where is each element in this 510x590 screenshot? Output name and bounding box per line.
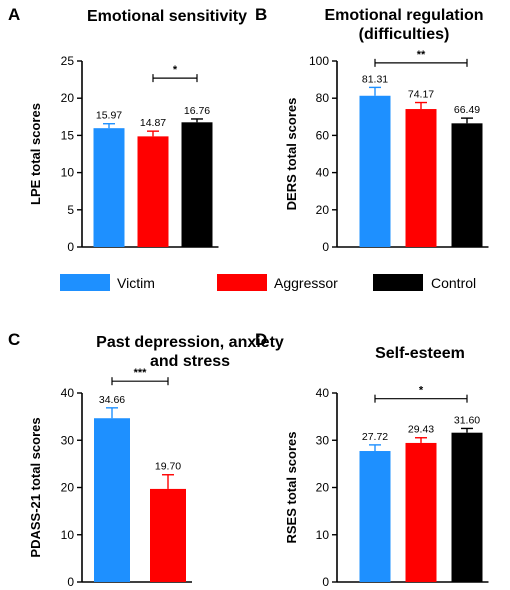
y-axis-label: RSES total scores [284,432,299,544]
panel-letter: D [255,330,267,349]
y-axis-label: LPE total scores [28,103,43,205]
value-label-aggressor: 14.87 [140,117,166,129]
y-tick-label: 10 [61,166,75,180]
legend-item-aggressor: Aggressor [217,274,338,291]
bar-victim [93,128,125,247]
y-tick-label: 40 [316,166,330,180]
panel-letter: B [255,5,267,24]
y-tick-label: 20 [316,481,330,495]
bar-control [181,122,213,247]
legend-label-control: Control [431,275,476,291]
value-label-victim: 27.72 [362,431,388,443]
legend-swatch-aggressor [217,274,267,291]
y-tick-label: 10 [316,528,330,542]
chart-panel-d: D Self-esteem 0 10 20 30 40 RSES total scores 27… [255,330,489,589]
value-label-control: 66.49 [454,104,480,116]
y-axis-label: DERS total scores [284,98,299,211]
y-tick-label: 30 [316,433,330,447]
y-tick-label: 0 [67,240,74,254]
significance-label: ** [417,49,426,61]
chart-title: Past depression, anxiety [96,334,284,351]
y-tick-label: 40 [61,386,75,400]
bar-victim [359,451,391,582]
y-tick-label: 0 [322,575,329,589]
bar-victim [94,418,130,582]
legend-item-control: Control [373,274,476,291]
value-label-victim: 34.66 [99,394,125,406]
y-tick-label: 25 [61,54,75,68]
chart-panel-a: A Emotional sensitivity 0 5 10 15 20 25 LPE tota… [8,5,247,254]
chart-title: and stress [150,353,230,370]
y-tick-label: 0 [322,240,329,254]
bar-control [451,432,483,582]
value-label-aggressor: 74.17 [408,89,434,101]
y-tick-label: 10 [61,528,75,542]
bar-control [451,123,483,247]
chart-panel-c: C Past depression, anxiety and stress 0 10 20… [8,330,284,589]
y-tick-label: 20 [61,481,75,495]
y-tick-label: 30 [61,433,75,447]
y-tick-label: 80 [316,91,330,105]
chart-title: Emotional regulation [324,7,483,24]
chart-title: (difficulties) [359,26,450,43]
bar-aggressor [137,136,169,247]
y-tick-label: 100 [309,54,329,68]
bar-aggressor [405,109,437,248]
value-label-aggressor: 29.43 [408,424,434,436]
significance-label: *** [134,367,148,379]
panel-letter: A [8,5,20,24]
legend-swatch-victim [60,274,110,291]
legend-swatch-control [373,274,423,291]
value-label-aggressor: 19.70 [155,461,181,473]
y-tick-label: 5 [67,203,74,217]
y-tick-label: 15 [61,128,75,142]
significance-label: * [419,385,424,397]
legend: Victim Aggressor Control [60,274,476,291]
panel-letter: C [8,330,20,349]
bar-victim [359,95,391,247]
significance-label: * [173,64,178,76]
value-label-control: 31.60 [454,414,480,426]
chart-panel-b: B Emotional regulation (difficulties) 0 20 40… [255,5,489,254]
y-tick-label: 0 [67,575,74,589]
bar-aggressor [150,488,186,582]
y-tick-label: 20 [61,91,75,105]
panels: A Emotional sensitivity 0 5 10 15 20 25 LPE tota… [8,5,489,589]
y-tick-label: 20 [316,203,330,217]
y-tick-label: 60 [316,128,330,142]
legend-item-victim: Victim [60,274,155,291]
bar-aggressor [405,442,437,582]
chart-title: Self-esteem [375,345,465,362]
y-axis-label: PDASS-21 total scores [28,417,43,557]
legend-label-aggressor: Aggressor [274,275,338,291]
chart-title: Emotional sensitivity [87,8,247,25]
value-label-victim: 81.31 [362,73,388,85]
legend-label-victim: Victim [117,275,155,291]
value-label-victim: 15.97 [96,110,122,122]
value-label-control: 16.76 [184,105,210,117]
y-tick-label: 40 [316,386,330,400]
